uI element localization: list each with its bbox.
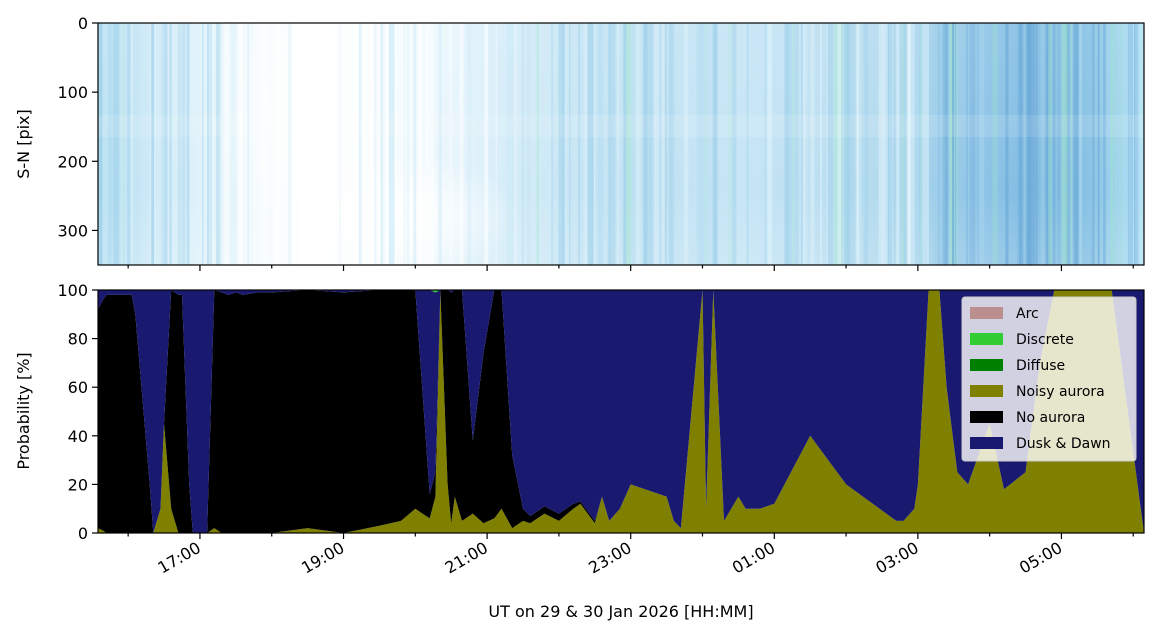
keogram-y-ticks: 0 100 200 300 xyxy=(57,14,98,240)
keogram-y-tick-label: 200 xyxy=(57,152,88,171)
x-tick-label: 01:00 xyxy=(729,538,778,578)
keogram-image xyxy=(98,23,1144,265)
legend-label: Dusk & Dawn xyxy=(1016,436,1111,452)
probability-y-tick-label: 60 xyxy=(68,378,88,397)
keogram-x-ticks xyxy=(127,265,1134,271)
legend-frame xyxy=(961,296,1137,462)
probability-y-tick-label: 100 xyxy=(57,281,88,300)
legend: Arc Discrete Diffuse Noisy aurora No aurora D… xyxy=(961,296,1137,462)
keogram-streaks xyxy=(98,23,1144,265)
probability-y-tick-label: 80 xyxy=(68,330,88,349)
probability-panel: 0 20 40 60 80 100 17:00 19:00 21:00 23:00 01:00 03… xyxy=(14,281,1145,578)
legend-swatch xyxy=(970,359,1003,371)
probability-y-tick-label: 20 xyxy=(68,475,88,494)
probability-y-axis-label: Probability [%] xyxy=(14,352,33,469)
legend-swatch xyxy=(970,385,1003,397)
legend-label: No aurora xyxy=(1016,410,1085,426)
x-tick-label: 03:00 xyxy=(872,538,921,578)
legend-label: Discrete xyxy=(1016,332,1074,348)
keogram-panel: 0 100 200 300 S-N [pix] xyxy=(14,14,1145,271)
area-dusk-dawn xyxy=(98,290,1144,533)
legend-label: Arc xyxy=(1016,306,1039,322)
probability-y-ticks: 0 20 40 60 80 100 xyxy=(57,281,98,543)
area-noisy-aurora xyxy=(98,290,1144,533)
area-no-aurora xyxy=(98,290,1144,533)
keogram-y-tick-label: 300 xyxy=(57,221,88,240)
legend-label: Noisy aurora xyxy=(1016,384,1105,400)
probability-y-tick-label: 0 xyxy=(78,524,88,543)
x-tick-label: 05:00 xyxy=(1016,538,1065,578)
legend-swatch xyxy=(970,307,1003,319)
legend-label: Diffuse xyxy=(1016,358,1065,374)
legend-swatch xyxy=(970,437,1003,449)
x-tick-label: 19:00 xyxy=(298,538,347,578)
legend-swatch xyxy=(970,333,1003,345)
x-tick-label: 17:00 xyxy=(155,538,204,578)
legend-swatch xyxy=(970,411,1003,423)
keogram-y-tick-label: 0 xyxy=(78,14,88,33)
x-tick-label: 23:00 xyxy=(585,538,634,578)
probability-areas xyxy=(98,290,1144,533)
keogram-y-axis-label: S-N [pix] xyxy=(14,109,33,179)
x-tick-label: 21:00 xyxy=(442,538,491,578)
keogram-y-tick-label: 100 xyxy=(57,83,88,102)
probability-y-tick-label: 40 xyxy=(68,427,88,446)
probability-x-ticks: 17:00 19:00 21:00 23:00 01:00 03:00 05:00 xyxy=(127,533,1134,578)
x-axis-label: UT on 29 & 30 Jan 2026 [HH:MM] xyxy=(488,602,753,621)
